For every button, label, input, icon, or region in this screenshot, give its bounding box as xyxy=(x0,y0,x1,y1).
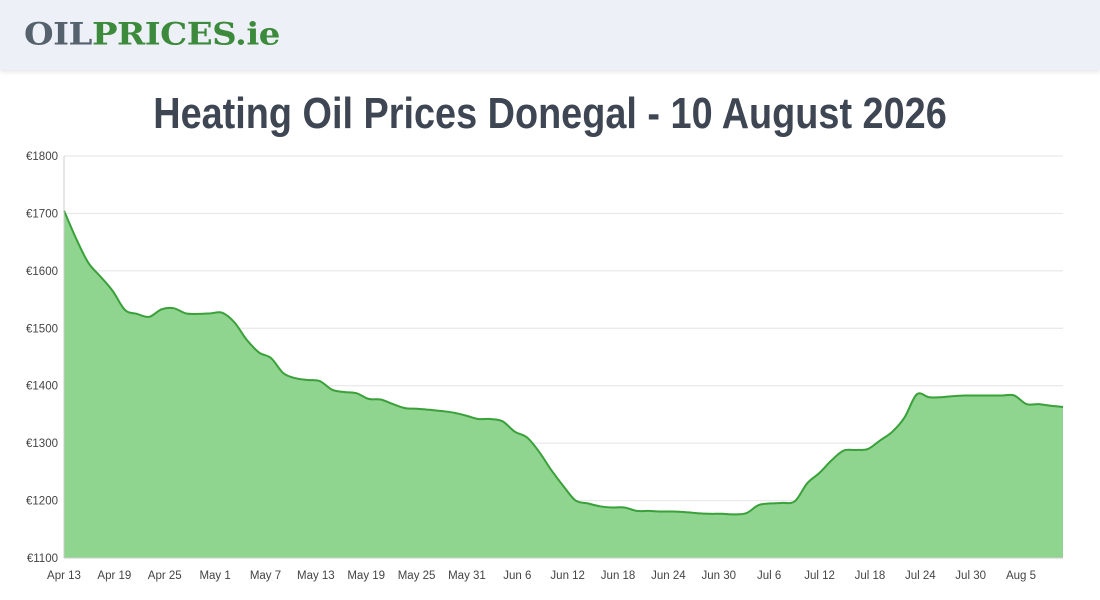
y-tick-label: €1800 xyxy=(26,151,58,163)
logo-text-oil: OIL xyxy=(24,16,92,53)
y-tick-label: €1300 xyxy=(26,438,58,450)
x-tick-label: Jul 6 xyxy=(757,570,781,582)
site-logo[interactable]: OILPRICES.ie xyxy=(24,16,280,53)
price-chart: €1100 €1200 €1300 €1400 €1500 €1600 €1700 €1800… xyxy=(26,151,1064,582)
x-tick-label: Jul 12 xyxy=(804,570,835,582)
x-tick-label: May 1 xyxy=(199,570,230,582)
x-tick-label: Jul 24 xyxy=(905,570,936,582)
price-area xyxy=(64,210,1063,558)
y-tick-label: €1500 xyxy=(26,323,58,335)
x-tick-label: Aug 5 xyxy=(1006,570,1036,582)
x-tick-label: Jul 18 xyxy=(855,570,886,582)
x-tick-label: Jun 12 xyxy=(550,570,585,582)
x-tick-label: Apr 25 xyxy=(148,570,182,582)
x-tick-label: Jun 18 xyxy=(601,570,636,582)
x-tick-label: May 31 xyxy=(448,570,486,582)
x-tick-label: Jun 6 xyxy=(503,570,531,582)
site-header: OILPRICES.ie xyxy=(0,0,1100,70)
y-tick-label: €1700 xyxy=(26,208,58,220)
logo-text-prices: PRICES xyxy=(91,16,236,53)
x-tick-label: Jun 30 xyxy=(702,570,737,582)
page-title: Heating Oil Prices Donegal - 10 August 2… xyxy=(153,89,947,138)
x-tick-label: May 25 xyxy=(398,570,436,582)
logo-text-tld: .ie xyxy=(234,16,280,53)
x-tick-label: Jun 24 xyxy=(651,570,686,582)
x-tick-label: Jul 30 xyxy=(955,570,986,582)
x-tick-label: Apr 13 xyxy=(47,570,81,582)
y-tick-label: €1200 xyxy=(26,496,58,508)
x-tick-label: May 13 xyxy=(297,570,335,582)
y-tick-label: €1100 xyxy=(27,553,58,565)
y-tick-label: €1600 xyxy=(26,266,58,278)
x-tick-label: May 19 xyxy=(347,570,385,582)
price-line xyxy=(63,210,1064,516)
x-tick-label: May 7 xyxy=(250,570,281,582)
y-tick-label: €1400 xyxy=(26,381,58,393)
x-tick-label: Apr 19 xyxy=(97,570,131,582)
